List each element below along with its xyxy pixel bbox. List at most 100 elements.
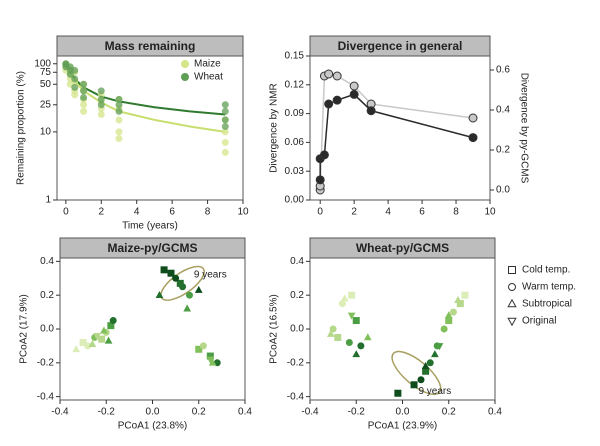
point <box>194 285 203 293</box>
point <box>115 134 123 142</box>
x-tick-label: 8 <box>205 207 211 218</box>
point <box>315 175 325 185</box>
legend-label: Warm temp. <box>522 282 576 293</box>
point <box>179 283 187 291</box>
point <box>363 333 372 341</box>
point <box>97 110 105 118</box>
point <box>221 122 229 130</box>
point <box>167 269 175 277</box>
point <box>115 128 123 136</box>
legend-label: Cold temp. <box>522 265 570 276</box>
point <box>221 138 229 146</box>
point <box>79 339 87 347</box>
y2-tick-label: 0.2 <box>496 145 510 156</box>
point <box>172 274 180 282</box>
point <box>208 358 217 366</box>
x-tick-label: -0.2 <box>348 407 366 418</box>
point <box>340 294 349 302</box>
point <box>329 325 337 333</box>
y-axis-label: PCoA2 (17.9%) <box>19 294 30 363</box>
point <box>345 339 353 347</box>
point <box>468 133 478 143</box>
x-tick-label: 0.2 <box>192 407 206 418</box>
y-tick-label: 0.4 <box>40 256 54 267</box>
y-tick-label: 0.00 <box>285 195 305 206</box>
y2-tick-label: 0.4 <box>496 105 510 116</box>
y-tick-label: 0.15 <box>285 51 305 62</box>
y-tick-label: 0.06 <box>285 137 305 148</box>
y-tick-label: 0.2 <box>290 290 304 301</box>
x-tick-label: 0.0 <box>146 407 160 418</box>
plot-frame <box>56 55 244 201</box>
point <box>324 99 334 109</box>
point <box>454 296 462 304</box>
point <box>449 308 457 316</box>
point <box>221 101 229 109</box>
y-tick-label: 0.2 <box>40 290 54 301</box>
point <box>71 66 79 74</box>
x-axis-label: Time (years) <box>122 221 178 232</box>
plot-frame <box>309 257 496 401</box>
panel-title: Wheat-py/GCMS <box>356 241 449 255</box>
x-tick-label: 4 <box>385 207 391 218</box>
point <box>97 87 105 95</box>
x-tick-label: -0.4 <box>301 407 319 418</box>
y2-tick-label: 0.0 <box>496 185 510 196</box>
point <box>394 389 402 397</box>
x-tick-label: 10 <box>237 207 249 218</box>
y-tick-label: 100 <box>34 58 51 69</box>
point <box>71 75 79 83</box>
point <box>357 342 365 350</box>
y-tick-label: 50 <box>40 79 52 90</box>
point <box>160 266 168 274</box>
x-tick-label: 0.4 <box>488 407 502 418</box>
point <box>417 376 425 384</box>
x-tick-label: 4 <box>134 207 140 218</box>
y-tick-label: -0.4 <box>287 391 305 402</box>
point <box>80 101 88 109</box>
y-tick-label: 1 <box>45 195 51 206</box>
point <box>366 106 376 116</box>
panel-title: Maize-py/GCMS <box>107 241 197 255</box>
legend-marker <box>507 317 517 327</box>
legend-marker <box>181 60 189 68</box>
point <box>221 148 229 156</box>
y-tick-label: 0.03 <box>285 166 305 177</box>
point <box>72 345 81 353</box>
point <box>88 340 97 348</box>
point <box>347 312 356 320</box>
point <box>221 116 229 124</box>
y-axis-label: Remaining proportion (%) <box>16 71 27 185</box>
point <box>324 69 334 79</box>
point <box>445 317 453 325</box>
y-tick-label: 0.0 <box>40 324 54 335</box>
point <box>183 304 192 312</box>
point <box>326 329 335 337</box>
x-tick-label: 0.0 <box>396 407 410 418</box>
y-tick-label: -0.2 <box>287 357 305 368</box>
x-tick-label: 2 <box>99 207 105 218</box>
point <box>155 290 164 298</box>
y-tick-label: 0.09 <box>285 108 305 119</box>
y-tick-label: -0.4 <box>37 391 55 402</box>
point <box>80 80 88 88</box>
point <box>107 322 115 330</box>
x-tick-label: 0.2 <box>442 407 456 418</box>
y-tick-label: 0.4 <box>290 256 304 267</box>
panel-title: Divergence in general <box>338 39 463 53</box>
point <box>440 325 448 333</box>
point <box>71 91 79 99</box>
point <box>97 101 105 109</box>
point <box>71 83 79 91</box>
x-tick-label: -0.4 <box>51 407 69 418</box>
y2-axis-label: Divergence by py-GCMS <box>518 73 529 184</box>
x-axis-label: PCoA1 (23.9%) <box>368 421 437 432</box>
legend-label: Original <box>522 316 556 327</box>
point <box>176 279 184 287</box>
point <box>349 89 359 99</box>
point <box>461 291 469 299</box>
point <box>352 350 361 358</box>
point <box>426 359 434 367</box>
y-tick-label: 0.0 <box>290 324 304 335</box>
